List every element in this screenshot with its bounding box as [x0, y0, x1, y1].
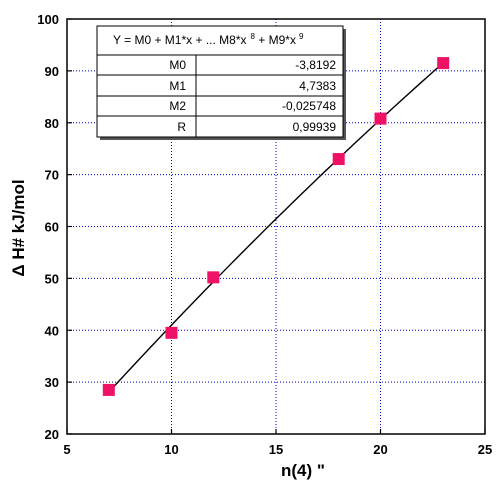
data-points — [102, 57, 450, 396]
plot-frame — [66, 18, 486, 435]
fit-param-value: 4,7383 — [299, 79, 336, 93]
fit-table: Y = M0 + M1*x + ... M8*x 8 + M9*x 9 M0 -3,… — [96, 25, 346, 140]
x-tick-label: 25 — [478, 442, 492, 457]
x-tick-label: 5 — [63, 442, 70, 457]
data-point — [332, 153, 345, 166]
data-point — [374, 112, 387, 125]
y-tick-label: 30 — [45, 375, 59, 390]
fit-curve — [108, 62, 444, 393]
fit-param-name: M2 — [169, 99, 186, 113]
x-axis-title: n(4) " — [281, 461, 325, 480]
data-point — [207, 271, 220, 284]
y-tick-label: 100 — [37, 12, 59, 27]
y-axis-title: Δ H# kJ/mol — [9, 179, 28, 276]
x-tick-label: 15 — [269, 442, 283, 457]
y-tick-label: 40 — [45, 323, 59, 338]
data-point — [437, 57, 450, 70]
y-tick-label: 90 — [45, 64, 59, 79]
fit-param-name: M0 — [169, 58, 186, 72]
fit-param-value: 0,99939 — [293, 120, 337, 134]
fit-equation: Y = M0 + M1*x + ... M8*x 8 + M9*x 9 — [113, 32, 304, 47]
x-tick-label: 10 — [164, 442, 178, 457]
y-tick-label: 70 — [45, 168, 59, 183]
fit-param-name: R — [177, 120, 186, 134]
x-tick-label: 20 — [373, 442, 387, 457]
y-tick-label: 80 — [45, 116, 59, 131]
fit-line — [108, 62, 444, 393]
data-point — [102, 383, 115, 396]
tick-labels: 5 10 15 20 25 20 30 40 50 60 70 80 90 100 — [37, 12, 492, 457]
data-point — [165, 326, 178, 339]
y-tick-label: 50 — [45, 271, 59, 286]
fit-param-value: -3,8192 — [295, 58, 336, 72]
fit-param-value: -0,025748 — [282, 99, 336, 113]
y-tick-label: 20 — [45, 427, 59, 442]
y-tick-label: 60 — [45, 220, 59, 235]
fit-table-box — [96, 25, 344, 138]
fit-param-name: M1 — [169, 79, 186, 93]
